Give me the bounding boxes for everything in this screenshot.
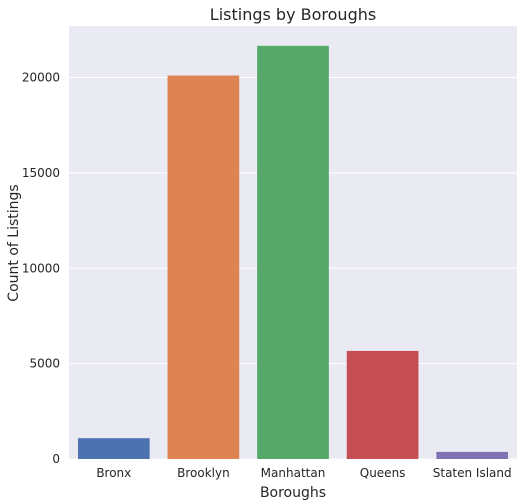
bars [77, 45, 509, 459]
x-axis-label: Boroughs [260, 485, 326, 501]
x-tick-label: Manhattan [261, 466, 326, 480]
y-tick-label: 15000 [22, 166, 60, 180]
bar-brooklyn [167, 75, 240, 459]
y-axis-label: Count of Listings [6, 184, 22, 301]
y-tick-label: 5000 [29, 357, 60, 371]
x-tick-label: Brooklyn [177, 466, 230, 480]
x-tick-labels: Bronx Brooklyn Manhattan Queens Staten Islan… [96, 466, 511, 480]
bar-manhattan [257, 45, 329, 459]
bar-bronx [77, 438, 150, 459]
chart-title: Listings by Boroughs [210, 5, 376, 24]
x-tick-label: Staten Island [433, 466, 512, 480]
y-tick-labels: 0 5000 10000 15000 20000 [22, 71, 60, 466]
y-tick-label: 10000 [22, 261, 60, 275]
y-tick-label: 0 [52, 452, 60, 466]
bar-staten-island [436, 451, 509, 459]
y-tick-label: 20000 [22, 71, 60, 85]
x-tick-label: Bronx [96, 466, 131, 480]
x-tick-label: Queens [360, 466, 406, 480]
bar-queens [346, 350, 419, 459]
